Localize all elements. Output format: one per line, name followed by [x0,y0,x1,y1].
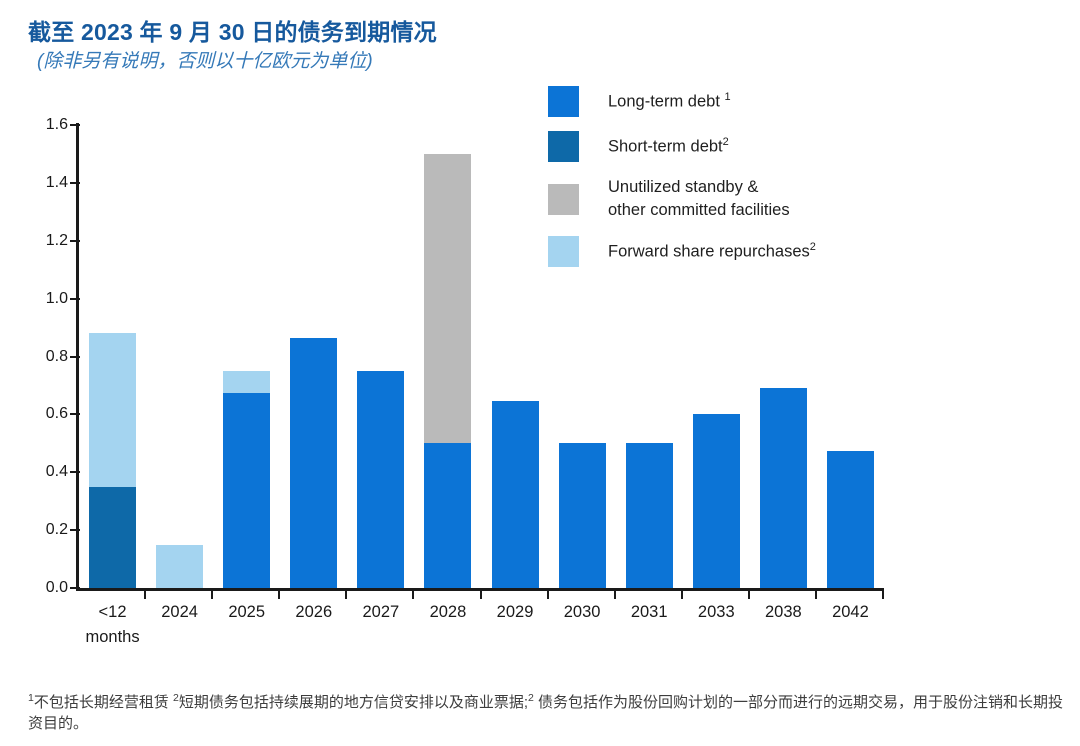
legend-label: Short-term debt2 [608,135,729,156]
y-tick-mark [70,471,80,474]
bar-segment-long_term [826,450,874,588]
bar-segment-long_term [424,443,472,588]
x-tick-mark [345,590,348,599]
bar-segment-long_term [357,370,405,588]
y-tick-label: 1.2 [45,231,68,249]
x-tick-label: 2038 [765,603,802,621]
x-tick-label: 2028 [429,603,467,621]
legend-swatch-forward [548,236,579,268]
x-tick-label: 2031 [630,603,668,621]
legend-item: Short-term debt2 [548,131,816,162]
footnote-text: 短期债务包括持续展期的地方信贷安排以及商业票据; [178,694,529,711]
y-tick-mark [70,124,80,126]
page-title: 截至 2023 年 9 月 30 日的债务到期情况 [28,19,437,45]
x-tick-mark [747,590,750,599]
footnote-text: 债务包括作为股份回购计划的一部分而进行的远期交易，用于股份注销和长期投资目的。 [28,694,1064,732]
y-axis-line [76,123,79,590]
x-tick-label: <12 months [85,603,140,646]
y-tick-mark [70,413,80,416]
x-tick-mark [882,590,884,599]
y-tick-label: 0.2 [45,521,68,539]
y-tick-mark [70,529,80,532]
bar-segment-short_term [89,486,137,588]
footnote-text: 不包括长期经营租赁 [33,694,174,711]
y-tick-mark [70,297,80,300]
legend-superscript: 2 [722,135,729,148]
legend-label: Forward share repurchases2 [608,240,816,261]
x-tick-label: 2026 [295,603,333,621]
page-subtitle: (除非另有说明，否则以十亿欧元为单位) [37,51,373,72]
y-tick-label: 0.8 [45,347,68,365]
y-tick-label: 0.4 [45,463,68,481]
x-tick-mark [479,590,482,599]
bar-segment-long_term [692,414,740,588]
footnote-superscript: 2 [173,692,179,704]
bar-segment-forward [156,544,204,588]
x-tick-label: 2030 [563,603,601,621]
x-tick-mark [278,590,281,599]
x-tick-mark [412,590,415,599]
bar-segment-unutilized [424,153,472,444]
bar-segment-long_term [558,443,606,588]
y-tick-label: 1.4 [45,173,68,191]
y-tick-mark [70,239,80,242]
legend-superscript: 1 [724,90,731,103]
legend-label: Long-term debt 1 [608,90,731,111]
legend-item: Unutilized standby & other committed fac… [548,176,816,222]
legend: Long-term debt 1 Short-term debt2 Unutiliz… [548,86,816,281]
bar-segment-long_term [759,388,807,588]
legend-label: Unutilized standby & other committed fac… [608,178,790,220]
x-tick-label: 2033 [697,603,735,621]
legend-item: Forward share repurchases2 [548,236,816,268]
x-tick-label: 2042 [832,603,869,621]
y-tick-mark [70,355,80,358]
footnote-superscript: 1 [28,692,34,704]
x-tick-label: 2025 [228,603,266,621]
legend-swatch-unutilized [548,183,579,215]
y-tick-mark [70,587,80,589]
y-tick-label: 1.0 [45,289,68,307]
legend-superscript: 2 [809,240,816,253]
legend-item: Long-term debt 1 [548,86,816,117]
x-axis-line [76,588,884,591]
x-tick-label: 2027 [362,603,400,621]
y-tick-mark [70,181,80,184]
bar-segment-long_term [491,401,539,588]
legend-swatch-long_term [548,86,579,117]
footnote-superscript: 2 [528,692,534,704]
x-tick-mark [814,590,817,599]
x-tick-mark [613,590,616,599]
x-tick-mark [680,590,683,599]
legend-swatch-short_term [548,131,579,162]
bar-segment-long_term [290,337,338,588]
bar-segment-long_term [625,443,673,588]
x-tick-label: 2029 [496,603,534,621]
x-tick-mark [546,590,549,599]
footnote: 1不包括长期经营租赁 2短期债务包括持续展期的地方信贷安排以及商业票据;2 债务… [28,691,1068,734]
x-tick-mark [144,590,147,599]
bar-segment-long_term [223,392,271,588]
bar-segment-forward [223,370,271,393]
x-tick-mark [211,590,214,599]
x-tick-label: 2024 [161,603,198,621]
y-tick-label: 0.0 [45,579,68,596]
y-tick-label: 0.6 [45,405,68,423]
y-tick-label: 1.6 [45,116,68,133]
bar-segment-forward [89,333,137,487]
